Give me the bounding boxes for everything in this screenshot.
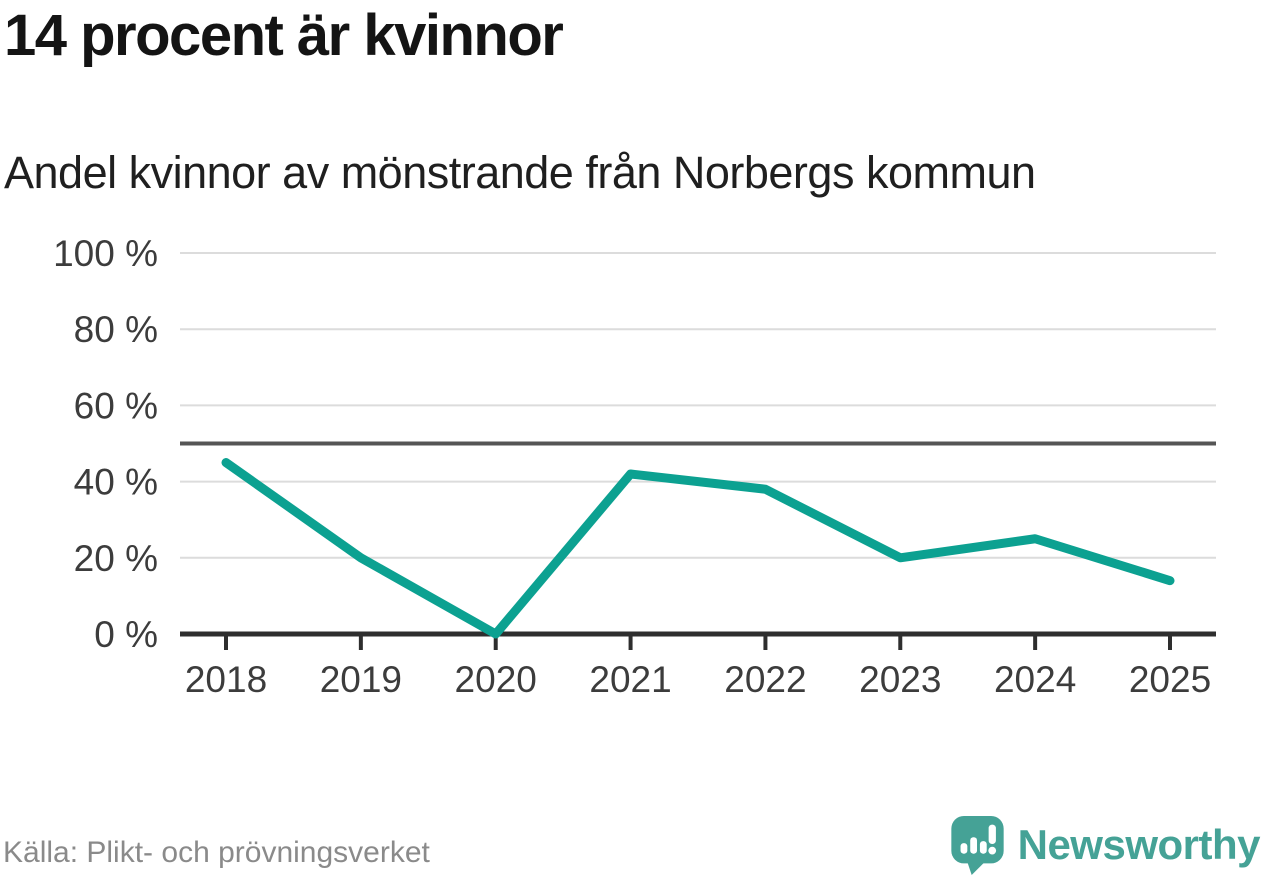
logo-bar-medium (979, 841, 987, 854)
logo-bar-small (960, 843, 967, 854)
x-axis-tick-label: 2023 (859, 659, 941, 700)
line-chart: 0 % 20 % 40 % 60 % 80 % 100 % 2018 2019 2020 2021… (53, 233, 1216, 700)
source-attribution: Källa: Plikt- och prövningsverket (3, 836, 430, 869)
y-axis-tick-label: 40 % (74, 462, 158, 503)
y-axis-tick-label: 0 % (94, 614, 158, 655)
brand-lockup: Newsworthy (946, 814, 1261, 876)
y-axis-tick-label: 20 % (74, 538, 158, 579)
x-axis-tick-label: 2020 (455, 659, 537, 700)
page-title: 14 procent är kvinnor (4, 3, 564, 68)
x-axis-tick-label: 2021 (589, 659, 671, 700)
logo-exclamation-bar (988, 824, 996, 845)
y-axis-tick-label: 80 % (74, 309, 158, 350)
y-axis-tick-label: 60 % (74, 385, 158, 426)
brand-name: Newsworthy (1017, 821, 1261, 868)
x-axis-tick-label: 2024 (994, 659, 1076, 700)
x-axis-tick-label: 2018 (185, 659, 267, 700)
chart-subtitle: Andel kvinnor av mönstrande från Norberg… (4, 147, 1036, 198)
x-axis-tick-label: 2022 (724, 659, 806, 700)
newsworthy-logo-icon (950, 815, 1004, 876)
logo-bar-tall (969, 837, 977, 854)
data-line-andel-kvinnor (221, 458, 1175, 639)
y-axis-tick-label: 100 % (53, 233, 158, 274)
x-axis-tick-label: 2025 (1129, 659, 1211, 700)
logo-exclamation-dot (987, 846, 996, 855)
x-axis-tick-label: 2019 (320, 659, 402, 700)
